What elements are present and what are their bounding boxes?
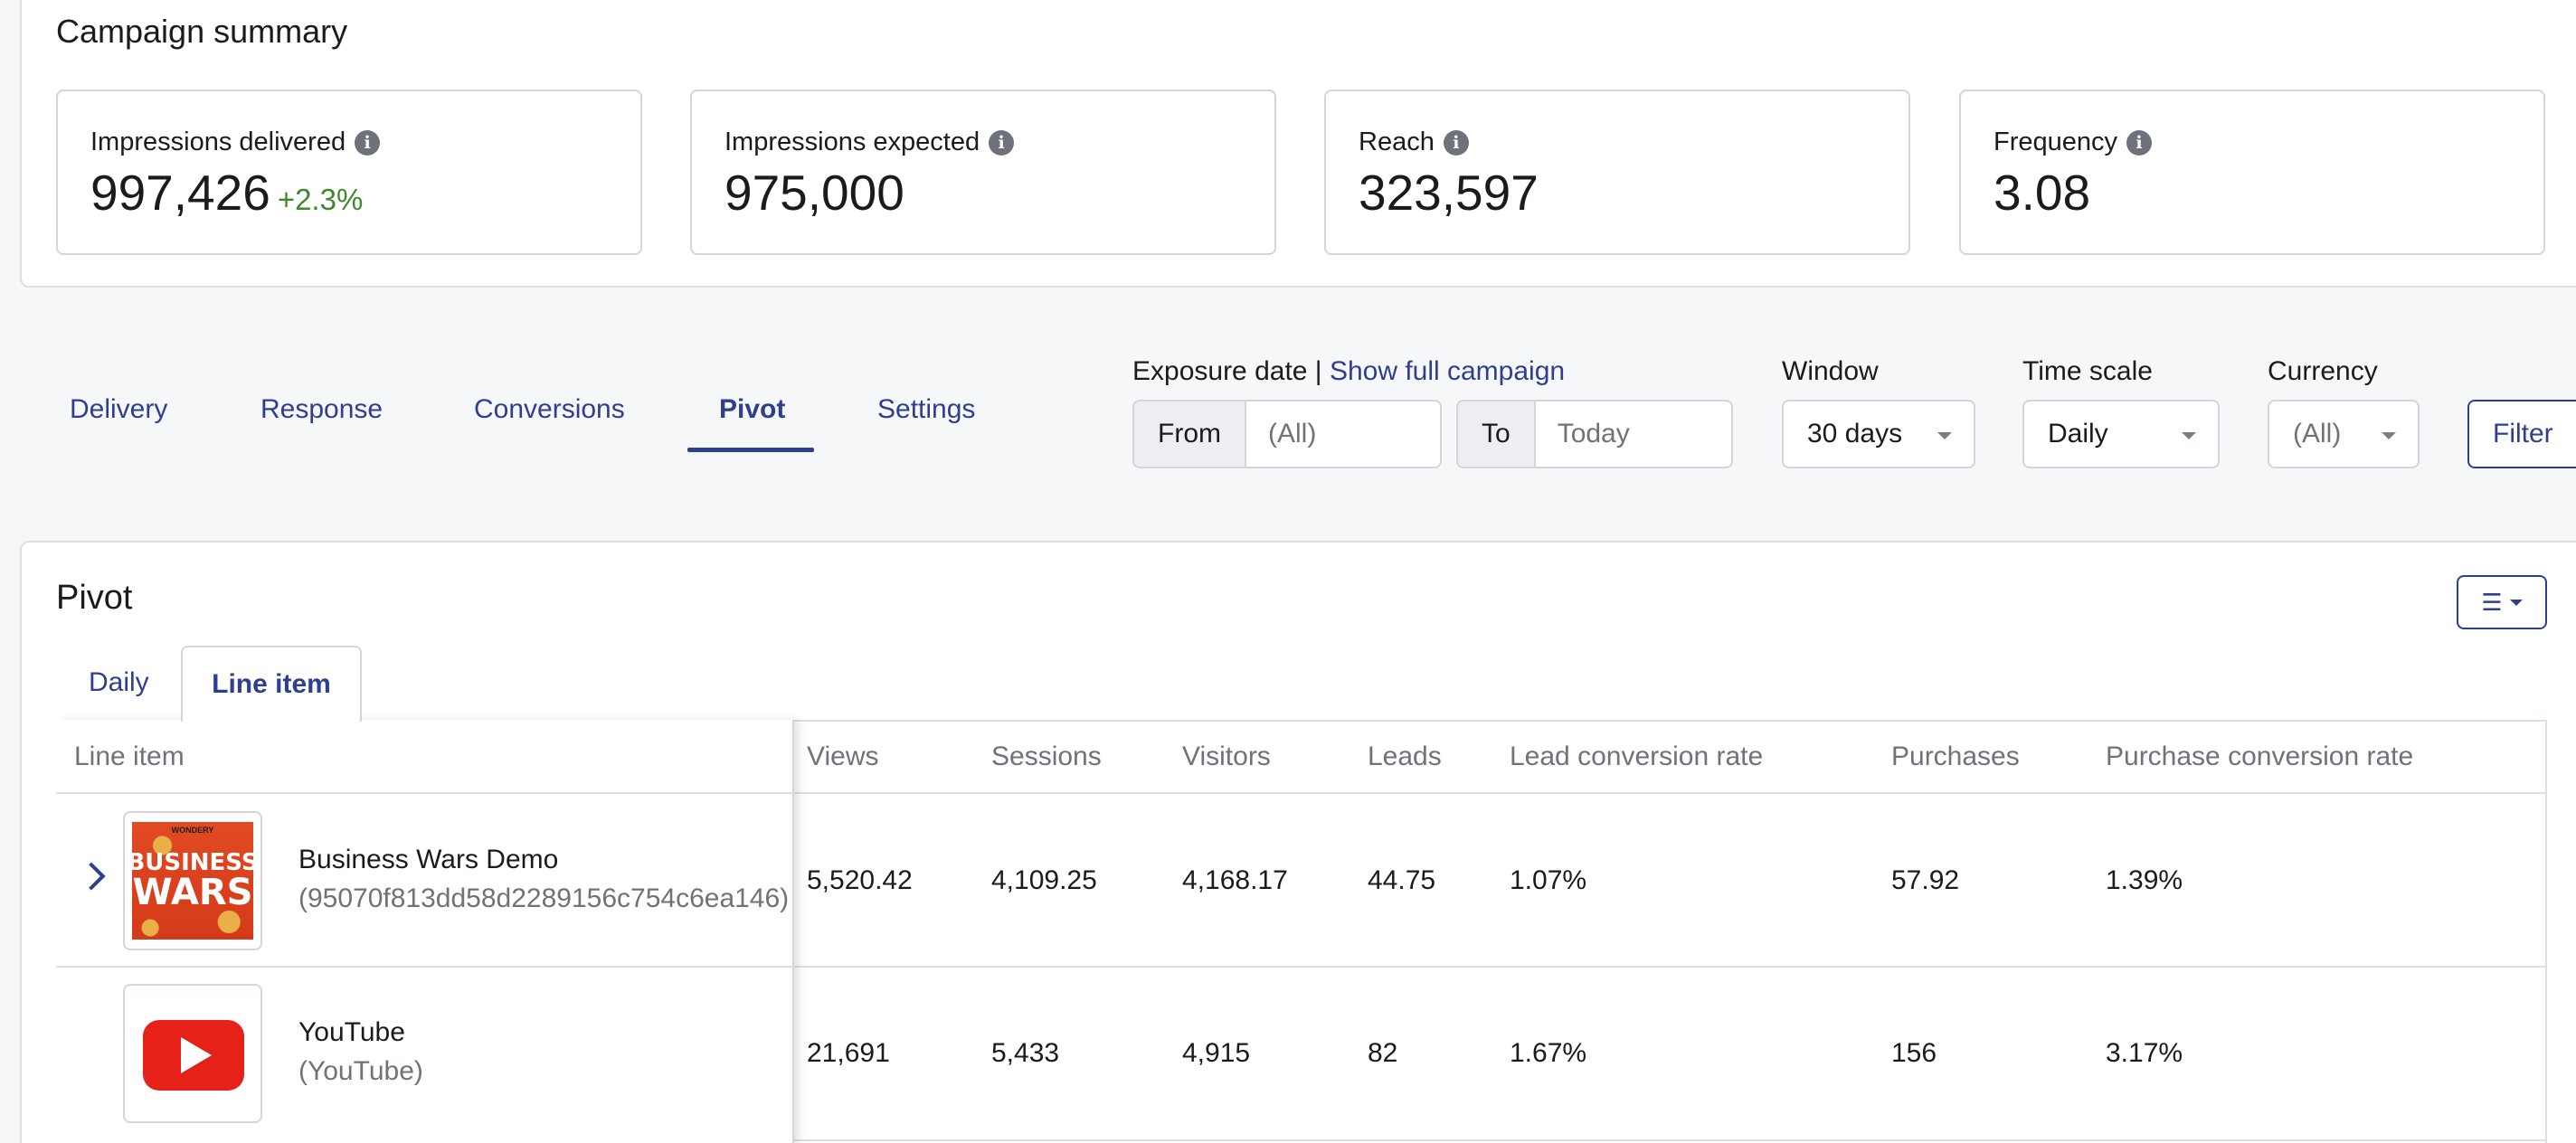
metric-frequency: Frequency i 3.08 — [1959, 90, 2545, 255]
cell-purchase-conversion-rate: 1.39% — [2106, 865, 2183, 895]
cell-purchases: 156 — [1891, 1038, 1937, 1068]
window-label: Window — [1782, 356, 1879, 386]
tab-delivery[interactable]: Delivery — [70, 394, 168, 424]
cell-visitors: 4,168.17 — [1182, 865, 1288, 895]
column-header-purchases[interactable]: Purchases — [1891, 742, 2020, 771]
metric-reach: Reach i 323,597 — [1324, 90, 1910, 255]
cell-lead-conversion-rate: 1.07% — [1510, 865, 1587, 895]
column-header-lead-conversion-rate[interactable]: Lead conversion rate — [1510, 742, 1764, 771]
line-item-name[interactable]: Business Wars Demo — [298, 845, 559, 874]
cell-leads: 44.75 — [1368, 865, 1436, 895]
row-divider — [56, 792, 794, 794]
campaign-summary-title: Campaign summary — [56, 13, 348, 50]
subtab-line-item[interactable]: Line item — [181, 646, 362, 722]
info-icon[interactable]: i — [989, 129, 1015, 156]
column-header-visitors[interactable]: Visitors — [1182, 742, 1271, 771]
row-divider — [56, 1139, 2547, 1141]
play-icon — [181, 1037, 212, 1073]
currency-select[interactable]: (All) — [2268, 400, 2420, 468]
metric-value: 3.08 — [1994, 165, 2091, 221]
row-divider — [56, 966, 794, 968]
column-header-sessions[interactable]: Sessions — [991, 742, 1102, 771]
metric-change: +2.3% — [277, 183, 364, 216]
metric-impressions-delivered: Impressions delivered i 997,426 +2.3% — [56, 90, 642, 255]
line-item-name[interactable]: YouTube — [298, 1017, 405, 1047]
chevron-down-icon — [2382, 432, 2396, 439]
from-prefix: From — [1134, 401, 1246, 467]
metric-value: 975,000 — [724, 165, 904, 221]
column-header-leads[interactable]: Leads — [1368, 742, 1442, 771]
show-full-campaign-link[interactable]: Show full campaign — [1329, 356, 1566, 386]
chevron-down-icon — [2182, 432, 2196, 439]
exposure-date-label: Exposure date | Show full campaign — [1132, 356, 1565, 387]
column-chooser-button[interactable]: ☰ — [2457, 575, 2547, 629]
time-scale-value: Daily — [2048, 419, 2108, 449]
to-value[interactable]: Today — [1557, 419, 1630, 449]
metric-label: Impressions delivered — [90, 128, 346, 156]
window-value: 30 days — [1807, 419, 1903, 449]
currency-label: Currency — [2268, 356, 2378, 386]
row-divider — [56, 966, 2547, 968]
window-select[interactable]: 30 days — [1782, 400, 1975, 468]
exposure-date-text: Exposure date | — [1132, 356, 1322, 386]
row-divider — [56, 792, 2547, 794]
cell-sessions: 4,109.25 — [991, 865, 1097, 895]
metric-impressions-expected: Impressions expected i 975,000 — [690, 90, 1276, 255]
tab-pivot[interactable]: Pivot — [719, 394, 786, 424]
line-item-id: (95070f813dd58d2289156c754c6ea146) — [298, 883, 790, 913]
column-header-purchase-conversion-rate[interactable]: Purchase conversion rate — [2106, 742, 2414, 771]
active-tab-indicator — [687, 448, 814, 452]
column-list-icon: ☰ — [2481, 589, 2503, 616]
tab-conversions[interactable]: Conversions — [474, 394, 625, 424]
metric-label: Frequency — [1994, 128, 2118, 156]
line-item-id: (YouTube) — [298, 1056, 423, 1086]
info-icon[interactable]: i — [355, 129, 381, 156]
time-scale-select[interactable]: Daily — [2022, 400, 2220, 468]
metric-label: Impressions expected — [724, 128, 980, 156]
metric-label: Reach — [1359, 128, 1435, 156]
tab-settings[interactable]: Settings — [877, 394, 976, 424]
pivot-title: Pivot — [56, 579, 133, 617]
info-icon[interactable]: i — [1443, 129, 1469, 156]
cell-purchases: 57.92 — [1891, 865, 1960, 895]
cell-views: 21,691 — [807, 1038, 890, 1068]
cell-visitors: 4,915 — [1182, 1038, 1251, 1068]
line-item-thumbnail: WONDERY BUSINESS WARS — [123, 811, 262, 950]
thumb-line-1: BUSINESS — [127, 849, 259, 876]
cell-views: 5,520.42 — [807, 865, 913, 895]
info-icon[interactable]: i — [2126, 129, 2153, 156]
cell-leads: 82 — [1368, 1038, 1398, 1068]
chevron-down-icon — [1937, 432, 1952, 439]
cell-lead-conversion-rate: 1.67% — [1510, 1038, 1587, 1068]
metric-value: 323,597 — [1359, 165, 1539, 221]
tab-response[interactable]: Response — [260, 394, 384, 424]
youtube-logo — [143, 1020, 244, 1091]
metric-value: 997,426 — [90, 165, 270, 221]
to-prefix: To — [1458, 401, 1536, 467]
thumb-line-2: WARS — [132, 872, 253, 913]
column-header-views[interactable]: Views — [807, 742, 879, 771]
cell-purchase-conversion-rate: 3.17% — [2106, 1038, 2183, 1068]
to-date-input[interactable]: To Today — [1456, 400, 1733, 468]
thumb-brand: WONDERY — [171, 826, 214, 835]
column-header-line-item[interactable]: Line item — [74, 742, 185, 771]
subtab-daily[interactable]: Daily — [89, 667, 149, 697]
from-date-input[interactable]: From (All) — [1132, 400, 1442, 468]
line-item-thumbnail — [123, 984, 262, 1123]
from-value[interactable]: (All) — [1268, 419, 1317, 449]
chevron-down-icon — [2509, 599, 2523, 606]
time-scale-label: Time scale — [2022, 356, 2153, 386]
cell-sessions: 5,433 — [991, 1038, 1060, 1068]
filter-button[interactable]: Filter — [2467, 400, 2576, 468]
currency-value: (All) — [2293, 419, 2342, 449]
business-wars-logo: WONDERY BUSINESS WARS — [127, 822, 259, 940]
